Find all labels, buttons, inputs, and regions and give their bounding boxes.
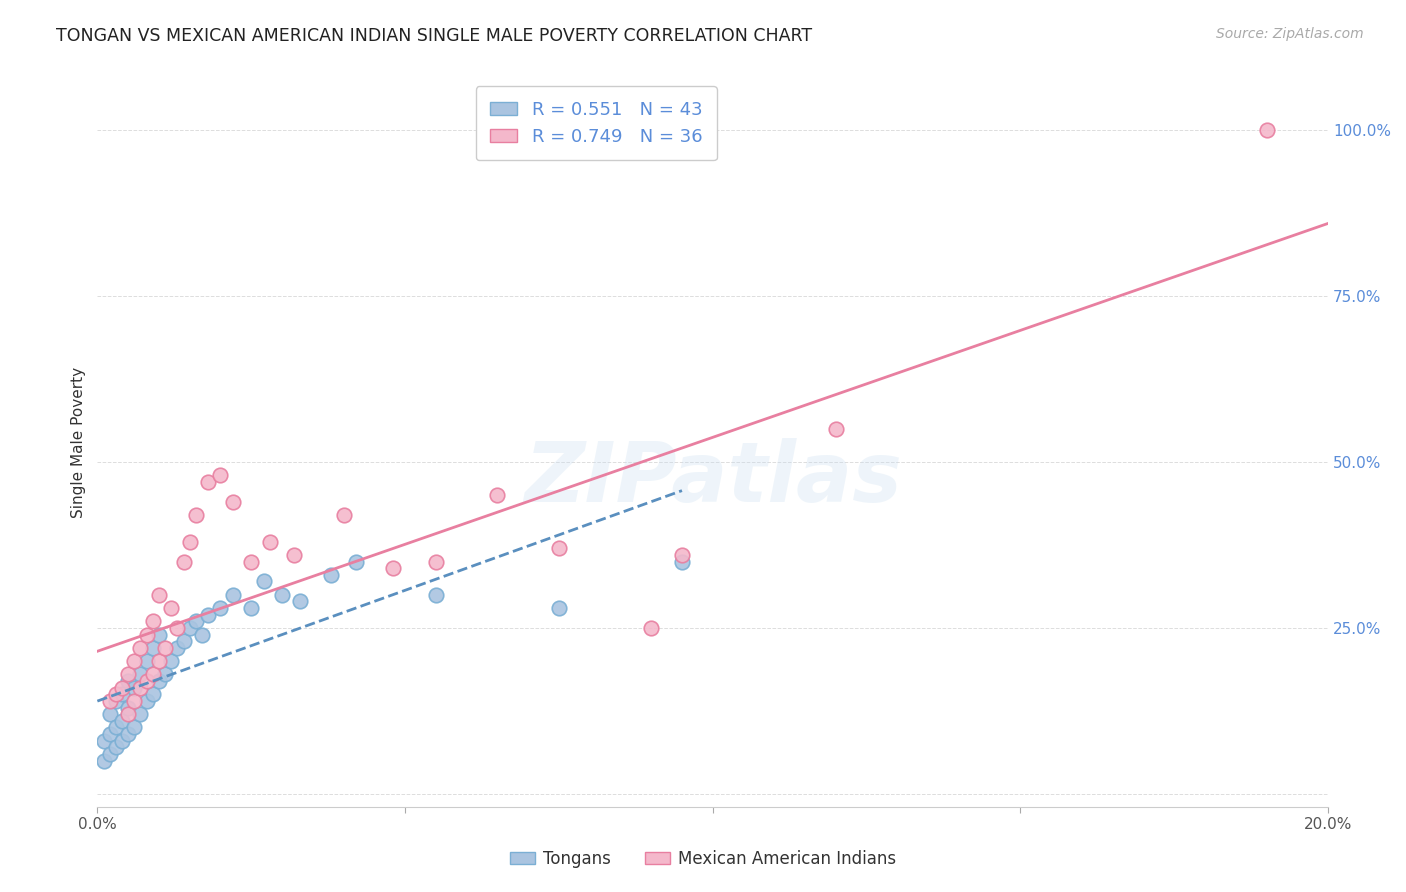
Point [290,594,312,608]
Point [117,667,139,681]
Text: TONGAN VS MEXICAN AMERICAN INDIAN SINGLE MALE POVERTY CORRELATION CHART: TONGAN VS MEXICAN AMERICAN INDIAN SINGLE… [56,27,813,45]
Point [425,588,447,602]
Point [259,534,281,549]
Point [117,727,139,741]
Point [153,667,176,681]
Point [179,621,201,635]
Point [129,681,152,695]
Point [166,621,188,635]
Point [381,561,404,575]
Point [332,508,354,523]
Point [142,615,165,629]
Point [135,627,157,641]
Point [104,694,127,708]
Point [548,541,571,556]
Point [111,681,134,695]
Point [179,534,201,549]
Point [104,687,127,701]
Point [148,654,170,668]
Point [184,508,207,523]
Point [124,694,146,708]
Point [117,707,139,722]
Point [222,588,245,602]
Point [98,707,121,722]
Point [93,754,115,768]
Point [283,548,305,562]
Point [93,733,115,747]
Point [104,740,127,755]
Text: ZIPatlas: ZIPatlas [524,438,901,519]
Point [142,667,165,681]
Point [671,555,693,569]
Point [222,495,245,509]
Point [173,634,195,648]
Point [271,588,294,602]
Point [98,727,121,741]
Point [153,640,176,655]
Point [124,681,146,695]
Point [117,673,139,688]
Point [173,555,195,569]
Point [124,654,146,668]
Point [321,567,343,582]
Point [135,673,157,688]
Point [209,601,232,615]
Text: Source: ZipAtlas.com: Source: ZipAtlas.com [1216,27,1364,41]
Point [344,555,367,569]
Point [111,687,134,701]
Point [111,733,134,747]
Point [111,714,134,728]
Point [124,720,146,734]
Point [548,601,571,615]
Point [129,667,152,681]
Legend: R = 0.551   N = 43, R = 0.749   N = 36: R = 0.551 N = 43, R = 0.749 N = 36 [475,87,717,161]
Point [148,588,170,602]
Point [1256,123,1278,137]
Point [129,640,152,655]
Point [148,673,170,688]
Point [209,468,232,483]
Point [135,694,157,708]
Point [824,422,846,436]
Point [166,640,188,655]
Point [98,694,121,708]
Point [142,687,165,701]
Y-axis label: Single Male Poverty: Single Male Poverty [72,367,86,517]
Point [117,700,139,714]
Point [104,720,127,734]
Point [425,555,447,569]
Point [240,601,263,615]
Point [160,601,183,615]
Point [252,574,274,589]
Point [135,654,157,668]
Point [184,615,207,629]
Point [191,627,214,641]
Point [671,548,693,562]
Point [98,747,121,761]
Point [197,607,219,622]
Point [486,488,509,502]
Point [129,707,152,722]
Point [142,640,165,655]
Point [148,627,170,641]
Point [640,621,662,635]
Point [197,475,219,489]
Legend: Tongans, Mexican American Indians: Tongans, Mexican American Indians [503,844,903,875]
Point [240,555,263,569]
Point [160,654,183,668]
